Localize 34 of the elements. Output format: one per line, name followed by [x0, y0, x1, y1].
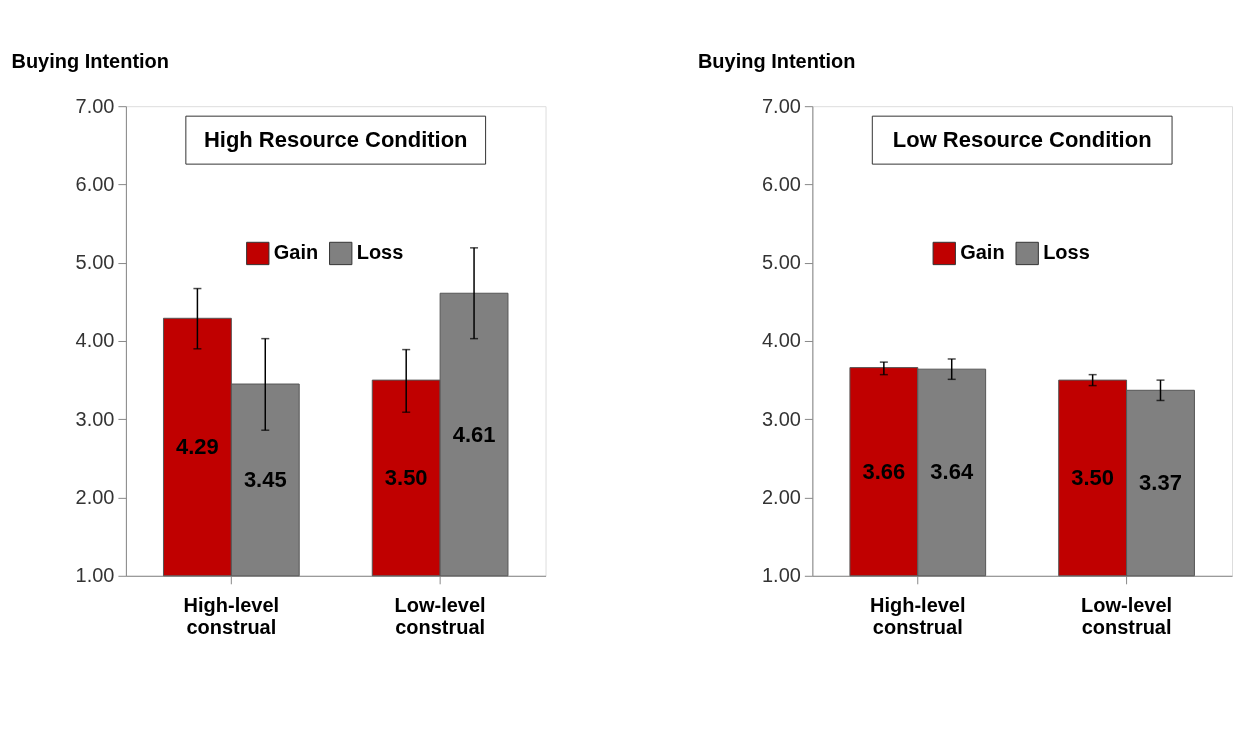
legend-label: Gain	[273, 241, 319, 264]
y-tick-label: 1.00	[75, 564, 115, 587]
x-tick-label: High-level construal	[183, 594, 280, 639]
y-axis-title: Buying Intention	[11, 49, 170, 72]
legend-label: Loss	[356, 241, 404, 264]
data-label: 3.66	[862, 458, 906, 484]
data-label: 3.64	[930, 459, 974, 485]
data-label: 3.45	[243, 466, 287, 492]
y-tick-label: 1.00	[761, 564, 801, 587]
data-label: 3.37	[1139, 470, 1182, 496]
y-tick-label: 2.00	[761, 486, 801, 509]
y-tick-label: 5.00	[75, 251, 115, 274]
y-tick-label: 3.00	[761, 407, 801, 430]
data-label: 4.29	[176, 434, 219, 460]
text: Low Resource Condition	[892, 127, 1152, 153]
y-tick-label: 2.00	[75, 486, 115, 509]
x-tick-label: High-level construal	[870, 594, 966, 639]
y-tick-label: 6.00	[75, 172, 115, 195]
data-label: 3.50	[384, 464, 428, 490]
y-axis-title: Buying Intention	[697, 49, 856, 72]
x-tick-label: Low-level construal	[394, 594, 486, 639]
y-tick-label: 4.00	[75, 329, 115, 352]
y-tick-label: 7.00	[761, 94, 801, 117]
y-tick-label: 4.00	[761, 329, 801, 352]
text: High Resource Condition	[203, 127, 468, 153]
y-tick-label: 5.00	[761, 251, 801, 274]
y-tick-label: 3.00	[75, 407, 115, 430]
data-label: 4.61	[452, 421, 496, 447]
legend-label: Gain	[960, 241, 1005, 264]
y-tick-label: 7.00	[75, 94, 115, 117]
y-tick-label: 6.00	[761, 172, 801, 195]
x-tick-label: Low-level construal	[1081, 594, 1173, 639]
data-label: 3.50	[1071, 464, 1115, 490]
legend-label: Loss	[1043, 241, 1090, 264]
